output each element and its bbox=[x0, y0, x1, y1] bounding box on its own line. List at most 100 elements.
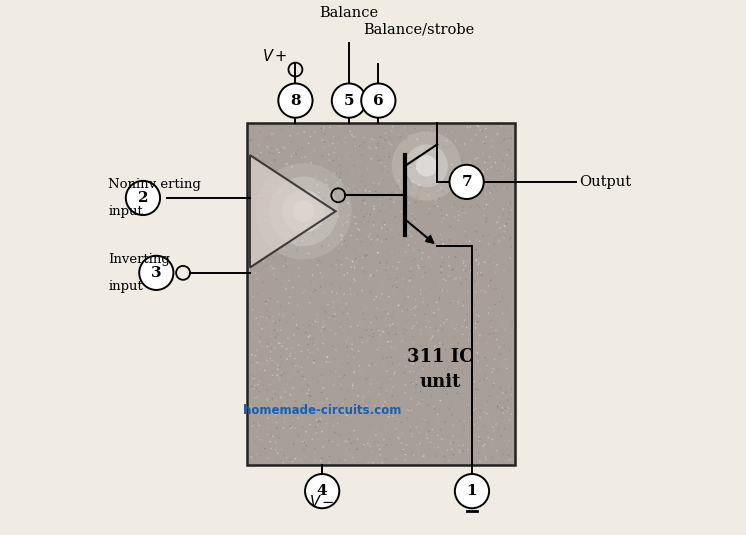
Point bbox=[368, 218, 380, 226]
Point bbox=[300, 374, 312, 383]
Point bbox=[478, 408, 490, 416]
Point bbox=[356, 291, 368, 300]
Point bbox=[373, 326, 385, 335]
Point bbox=[259, 445, 271, 453]
Point bbox=[444, 236, 456, 244]
Point bbox=[269, 359, 281, 368]
Point bbox=[260, 231, 272, 239]
Point bbox=[419, 374, 431, 383]
Point bbox=[492, 235, 504, 243]
Point bbox=[251, 426, 263, 435]
Point bbox=[416, 374, 427, 383]
Point bbox=[317, 339, 329, 348]
Point bbox=[292, 264, 304, 272]
Point bbox=[318, 288, 330, 296]
Point bbox=[351, 258, 363, 266]
Point bbox=[487, 271, 499, 279]
Point bbox=[407, 379, 419, 388]
Point bbox=[302, 223, 314, 232]
Point bbox=[472, 187, 484, 195]
Point bbox=[369, 438, 380, 446]
Point bbox=[369, 401, 380, 410]
Point bbox=[322, 208, 334, 217]
Point bbox=[336, 381, 348, 389]
Point bbox=[272, 414, 284, 422]
Point bbox=[390, 410, 402, 419]
Point bbox=[412, 227, 424, 235]
Point bbox=[381, 298, 393, 307]
Point bbox=[275, 353, 286, 361]
Point bbox=[499, 221, 511, 230]
Point bbox=[342, 358, 354, 367]
Point bbox=[474, 270, 486, 278]
Point bbox=[458, 135, 470, 143]
Point bbox=[413, 134, 424, 143]
Point bbox=[372, 249, 384, 257]
Point bbox=[483, 184, 495, 193]
Point bbox=[245, 292, 257, 301]
Point bbox=[361, 250, 373, 259]
Point bbox=[336, 167, 348, 175]
Point bbox=[434, 286, 446, 294]
Point bbox=[266, 264, 278, 273]
Point bbox=[487, 381, 499, 389]
Point bbox=[292, 368, 304, 376]
Point bbox=[504, 149, 516, 158]
Point bbox=[391, 455, 403, 463]
Point bbox=[481, 356, 493, 364]
Point bbox=[356, 237, 368, 246]
Point bbox=[435, 269, 447, 277]
Point bbox=[275, 181, 287, 190]
Point bbox=[304, 196, 316, 204]
Point bbox=[428, 358, 440, 367]
Point bbox=[423, 209, 435, 218]
Point bbox=[249, 448, 261, 456]
Point bbox=[459, 181, 471, 189]
Point bbox=[455, 347, 467, 356]
Point bbox=[419, 343, 431, 352]
Point bbox=[362, 211, 374, 219]
Point bbox=[497, 172, 509, 181]
Point bbox=[292, 247, 304, 256]
Point bbox=[317, 272, 329, 281]
Point bbox=[342, 192, 354, 200]
Point bbox=[448, 238, 460, 247]
Point bbox=[383, 435, 395, 444]
Point bbox=[395, 302, 407, 310]
Point bbox=[474, 169, 486, 177]
Point bbox=[407, 367, 419, 376]
Point bbox=[306, 387, 318, 396]
Point bbox=[307, 340, 319, 348]
Point bbox=[287, 290, 299, 299]
Point bbox=[307, 430, 319, 439]
Point bbox=[280, 160, 292, 169]
Point bbox=[378, 342, 390, 350]
Point bbox=[280, 285, 292, 293]
Point bbox=[373, 343, 385, 351]
Point bbox=[333, 407, 345, 416]
Point bbox=[368, 221, 380, 230]
Point bbox=[470, 246, 482, 254]
Point bbox=[404, 231, 416, 239]
Point bbox=[259, 187, 271, 196]
Point bbox=[405, 338, 417, 347]
Point bbox=[397, 348, 409, 357]
Point bbox=[425, 235, 437, 244]
Point bbox=[265, 208, 277, 217]
Point bbox=[251, 363, 263, 371]
Point bbox=[486, 188, 498, 196]
Point bbox=[378, 328, 390, 337]
Point bbox=[309, 442, 321, 450]
Point bbox=[480, 217, 492, 226]
Point bbox=[280, 206, 292, 215]
Point bbox=[319, 442, 330, 451]
Point bbox=[468, 244, 480, 253]
Point bbox=[289, 179, 301, 188]
Point bbox=[404, 180, 416, 188]
Point bbox=[447, 296, 459, 304]
Point bbox=[454, 430, 466, 439]
Point bbox=[496, 403, 508, 412]
Point bbox=[437, 187, 449, 196]
Point bbox=[273, 310, 285, 318]
Point bbox=[437, 374, 449, 383]
